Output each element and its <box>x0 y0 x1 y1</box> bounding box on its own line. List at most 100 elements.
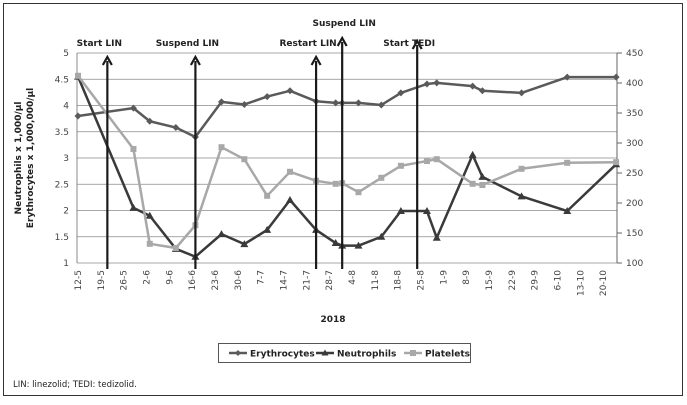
x-tick-label: 19-5 <box>97 270 107 290</box>
x-tick-label: 1-9 <box>439 270 449 285</box>
data-point-platelets <box>241 156 248 163</box>
data-point-erythrocytes <box>397 89 405 97</box>
data-point-platelets <box>172 245 179 251</box>
x-tick-label: 21-7 <box>302 270 312 290</box>
data-point-neutrophils <box>263 225 272 233</box>
y-tick-right: 100 <box>626 259 643 269</box>
x-tick-label: 6-10 <box>553 270 563 291</box>
x-tick-label: 15-9 <box>485 270 495 291</box>
series-line-neutrophils <box>76 76 617 258</box>
data-point-erythrocytes <box>478 87 486 95</box>
arrowhead-icon <box>101 54 113 66</box>
series-line-platelets <box>77 75 617 250</box>
y-tick-right: 150 <box>626 229 643 239</box>
data-point-neutrophils <box>396 207 405 215</box>
legend-marker-erythrocytes <box>235 350 241 356</box>
x-tick-label: 23-6 <box>211 270 221 291</box>
data-point-neutrophils <box>468 150 477 158</box>
data-point-erythrocytes <box>218 98 226 106</box>
annotation-label: Suspend LIN <box>312 19 375 29</box>
data-point-platelets <box>433 156 440 163</box>
x-tick-label: 28-7 <box>325 270 335 290</box>
y-tick-left: 1.5 <box>55 233 69 243</box>
y-tick-left: 3.5 <box>55 128 69 138</box>
data-point-platelets <box>146 240 153 247</box>
data-point-platelets <box>397 162 404 169</box>
y-axis-label-erythrocytes: Erythrocytes x 1,000,000/µl <box>26 88 36 229</box>
data-point-platelets <box>218 144 225 151</box>
arrowhead-icon <box>336 35 348 47</box>
data-point-erythrocytes <box>433 79 441 87</box>
x-tick-label: 26-5 <box>120 270 130 290</box>
annotation-label: Start TEDI <box>383 39 435 49</box>
data-point-erythrocytes <box>129 104 137 112</box>
data-point-neutrophils <box>432 233 441 241</box>
footnote: LIN: linezolid; TEDI: tedizolid. <box>13 380 137 390</box>
data-point-neutrophils <box>563 207 572 215</box>
data-point-erythrocytes <box>332 99 340 107</box>
x-tick-label: 8-9 <box>462 270 472 285</box>
data-point-erythrocytes <box>377 101 385 109</box>
y-tick-left: 5 <box>63 49 69 59</box>
data-point-erythrocytes <box>612 73 620 81</box>
data-point-platelets <box>518 165 525 172</box>
legend-box <box>218 343 471 363</box>
y-tick-right: 450 <box>626 49 643 59</box>
annotation-label: Restart LIN <box>279 39 336 49</box>
y-tick-left: 4 <box>63 102 69 112</box>
data-point-platelets <box>286 168 293 175</box>
y-tick-left: 1 <box>63 259 69 269</box>
data-point-platelets <box>130 146 137 152</box>
y-tick-left: 2.5 <box>55 180 69 190</box>
x-tick-label: 20-10 <box>599 270 609 296</box>
data-point-erythrocytes <box>74 112 82 120</box>
legend: Erythrocytes Neutrophils Platelets <box>218 343 471 363</box>
data-point-neutrophils <box>354 241 363 249</box>
data-point-platelets <box>332 180 339 187</box>
y-axis-label-neutrophils: Neutrophils x 1,000/µl <box>14 102 24 215</box>
annotations: Start LIN Suspend LIN Restart LIN Suspend L… <box>77 19 435 269</box>
x-tick-label: 13-10 <box>576 270 586 296</box>
data-point-erythrocytes <box>286 87 294 95</box>
legend-label-erythrocytes: Erythrocytes <box>250 350 315 360</box>
data-point-erythrocytes <box>563 73 571 81</box>
x-tick-label: 14-7 <box>279 270 289 290</box>
y-tick-right: 300 <box>626 139 643 149</box>
x-tick-label: 16-6 <box>188 270 198 291</box>
arrowhead-icon <box>411 38 423 50</box>
annotation-label: Suspend LIN <box>156 39 219 49</box>
data-point-platelets <box>264 192 271 199</box>
arrowhead-icon <box>189 54 201 66</box>
x-tick-label: 12-5 <box>74 270 84 290</box>
data-point-platelets <box>378 174 385 181</box>
data-point-erythrocytes <box>263 93 271 101</box>
data-point-erythrocytes <box>146 117 154 125</box>
x-axis-label: 2018 <box>320 315 345 325</box>
x-tick-label: 7-7 <box>257 270 267 285</box>
annotation-label: Start LIN <box>77 39 122 49</box>
y-tick-right: 200 <box>626 199 643 209</box>
legend-label-platelets: Platelets <box>425 350 470 360</box>
legend-label-neutrophils: Neutrophils <box>337 350 396 360</box>
data-point-erythrocytes <box>518 89 526 97</box>
x-tick-label: 11-8 <box>371 270 381 291</box>
data-point-platelets <box>564 159 571 166</box>
data-point-neutrophils <box>478 172 487 180</box>
data-point-neutrophils <box>377 232 386 240</box>
y-tick-left: 2 <box>63 207 69 217</box>
data-point-platelets <box>75 72 81 79</box>
data-point-platelets <box>469 180 476 187</box>
data-point-platelets <box>355 189 362 196</box>
axes: 1 1.5 2 2.5 3 3.5 4 4.5 5 100 150 200 250 300 350 400 45… <box>55 49 644 296</box>
x-tick-label: 22-9 <box>508 270 518 291</box>
y-tick-right: 350 <box>626 109 643 119</box>
x-tick-label: 18-8 <box>394 270 404 291</box>
x-tick-label: 30-6 <box>234 270 244 291</box>
data-point-platelets <box>613 159 620 166</box>
x-tick-label: 2-6 <box>142 270 152 285</box>
y-tick-right: 400 <box>626 79 643 89</box>
y-tick-left: 4.5 <box>55 75 69 85</box>
data-point-platelets <box>423 158 430 164</box>
y-tick-right: 250 <box>626 169 643 179</box>
